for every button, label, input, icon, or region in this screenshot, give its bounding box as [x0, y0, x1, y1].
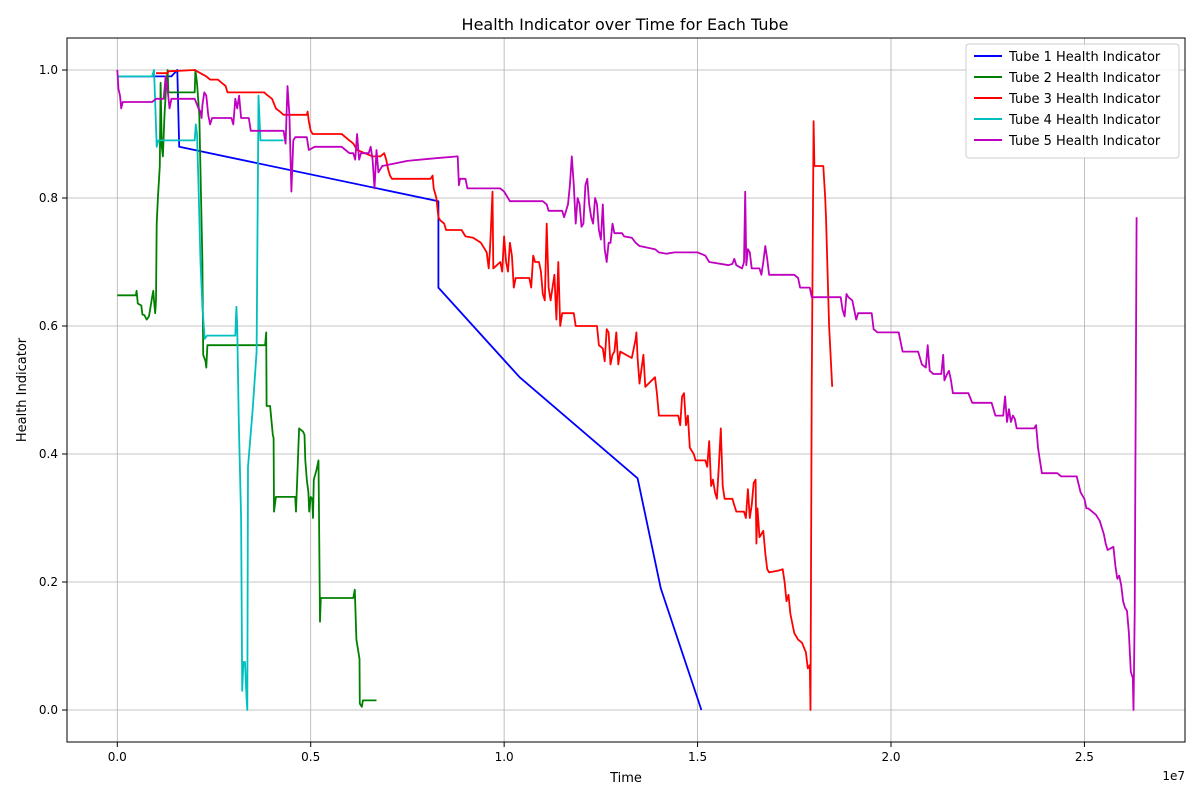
legend-box	[965, 43, 1180, 159]
legend-label-tube-1: Tube 1 Health Indicator	[1008, 50, 1161, 65]
series-line-tube-5	[116, 69, 1138, 711]
legend-label-tube-5: Tube 5 Health Indicator	[1008, 134, 1161, 149]
grid-layer	[67, 38, 1185, 742]
legend-label-tube-2: Tube 2 Health Indicator	[1008, 71, 1161, 86]
x-axis-offset-text: 1e7	[1162, 769, 1185, 783]
chart-title: Health Indicator over Time for Each Tube	[462, 15, 789, 34]
plot-frame	[66, 37, 1186, 743]
x-tick-label: 0.5	[301, 750, 320, 764]
tick-layer: 0.0 0.5 1.0 1.5 2.0 2.5 0.0 0.2 0.4 0.6 0.8 1.0	[39, 63, 1094, 764]
y-tick-label: 0.8	[39, 191, 58, 205]
legend-label-tube-3: Tube 3 Health Indicator	[1008, 92, 1161, 107]
series-line-tube-1	[117, 69, 703, 711]
x-tick-label: 2.5	[1075, 750, 1094, 764]
x-tick-label: 1.5	[688, 750, 707, 764]
x-tick-label: 2.0	[881, 750, 900, 764]
series-line-tube-2	[117, 69, 377, 708]
y-tick-label: 0.0	[39, 703, 58, 717]
legend-label-tube-4: Tube 4 Health Indicator	[1008, 113, 1161, 128]
y-axis-label: Health Indicator	[15, 337, 30, 442]
series-layer	[116, 69, 1138, 711]
x-tick-label: 0.0	[108, 750, 127, 764]
y-tick-label: 0.6	[39, 319, 58, 333]
x-axis-label: Time	[609, 771, 642, 786]
y-tick-label: 0.2	[39, 575, 58, 589]
legend: Tube 1 Health Indicator Tube 2 Health Ind…	[965, 43, 1180, 159]
y-tick-label: 1.0	[39, 63, 58, 77]
y-tick-label: 0.4	[39, 447, 58, 461]
series-line-tube-4	[117, 69, 284, 711]
x-tick-label: 1.0	[495, 750, 514, 764]
